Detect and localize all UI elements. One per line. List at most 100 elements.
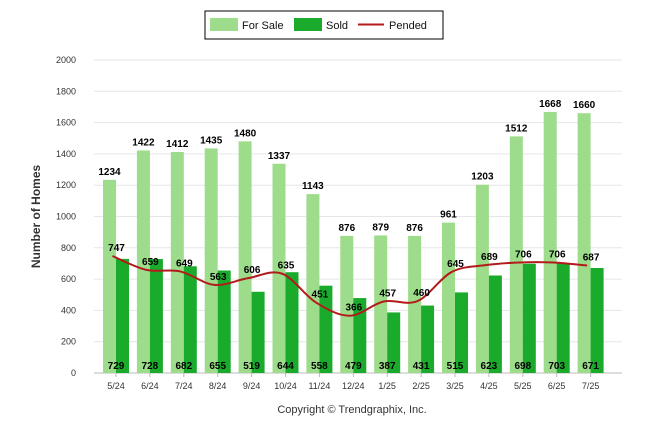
legend-box [204, 10, 444, 40]
label-for-sale: 1660 [573, 100, 596, 111]
label-pended: 563 [210, 272, 227, 283]
bar-sold [183, 266, 197, 373]
bar-sold [251, 291, 265, 373]
label-for-sale: 1435 [200, 135, 223, 146]
y-tick-label: 600 [61, 274, 76, 284]
bar-sold [387, 312, 401, 373]
bars [103, 111, 604, 374]
x-tick-label: 7/25 [582, 381, 600, 391]
x-tick-label: 7/24 [175, 381, 193, 391]
bar-for-sale [374, 235, 388, 373]
label-for-sale: 876 [338, 223, 355, 234]
bar-sold [353, 298, 367, 373]
bar-for-sale [475, 184, 489, 373]
label-sold: 558 [311, 361, 328, 372]
label-sold: 698 [514, 361, 531, 372]
label-sold: 515 [447, 361, 464, 372]
bar-sold [455, 292, 468, 373]
bar-sold [522, 263, 536, 373]
label-for-sale: 1337 [268, 151, 291, 162]
label-pended: 645 [447, 259, 464, 270]
label-sold: 703 [548, 361, 565, 372]
bar-for-sale [340, 235, 354, 373]
label-for-sale: 961 [440, 210, 457, 221]
bar-for-sale [577, 113, 591, 374]
label-pended: 659 [142, 257, 159, 268]
x-tick-label: 11/24 [308, 381, 330, 391]
bar-for-sale [204, 148, 218, 373]
label-for-sale: 1234 [98, 167, 121, 178]
label-sold: 387 [379, 361, 396, 372]
label-for-sale: 1422 [132, 137, 155, 148]
y-tick-label: 200 [61, 337, 76, 347]
bar-sold [116, 258, 129, 373]
label-for-sale: 1480 [234, 128, 257, 139]
legend: For Sale Sold Pended [204, 10, 444, 40]
pended-line [112, 255, 588, 317]
bar-sold [556, 262, 570, 373]
label-sold: 431 [413, 361, 430, 372]
label-for-sale: 1512 [505, 123, 528, 134]
bar-for-sale [136, 150, 150, 373]
label-sold: 623 [481, 361, 498, 372]
label-for-sale: 879 [372, 222, 389, 233]
x-tick-label: 6/25 [548, 381, 566, 391]
label-pended: 457 [379, 288, 396, 299]
bar-for-sale [103, 179, 116, 373]
label-pended: 635 [278, 261, 295, 272]
label-sold: 728 [142, 361, 159, 372]
x-tick-label: 5/25 [514, 381, 532, 391]
x-tick-label: 1/25 [378, 381, 396, 391]
label-sold: 644 [277, 361, 294, 372]
x-tick-label: 5/24 [107, 381, 125, 391]
y-axis-ticks: 0 200 400 600 800 1000 1200 1400 1600 1800 2000 [56, 55, 76, 378]
label-pended: 706 [549, 250, 566, 261]
bar-for-sale [272, 163, 286, 373]
label-sold: 479 [345, 361, 362, 372]
bar-sold [488, 275, 502, 373]
label-pended: 451 [312, 289, 329, 300]
legend-label-pended: Pended [389, 20, 427, 32]
y-tick-label: 1200 [56, 180, 76, 190]
label-sold: 729 [108, 361, 125, 372]
copyright-footer: Copyright © Trendgraphix, Inc. [277, 404, 426, 416]
y-tick-label: 400 [61, 305, 76, 315]
label-for-sale: 1143 [302, 181, 324, 192]
bar-for-sale [509, 136, 523, 373]
legend-label-sold: Sold [326, 20, 348, 32]
label-sold: 655 [209, 361, 226, 372]
legend-label-for-sale: For Sale [242, 20, 284, 32]
x-tick-label: 6/24 [141, 381, 159, 391]
legend-swatch-sold [294, 18, 322, 31]
y-tick-label: 1000 [56, 212, 76, 222]
label-sold: 682 [175, 361, 192, 372]
legend-swatch-for-sale [210, 18, 238, 31]
label-pended: 366 [345, 303, 362, 314]
x-tick-label: 3/25 [446, 381, 464, 391]
bar-sold [590, 267, 604, 373]
y-tick-label: 800 [61, 243, 76, 253]
pended-line-group [112, 255, 588, 317]
data-labels: 1234 729 1422 728 1412 682 1435 655 1480 519 1337 6… [98, 99, 600, 372]
bar-sold [149, 259, 163, 373]
label-pended: 460 [413, 288, 430, 299]
x-tick-label: 8/24 [209, 381, 227, 391]
x-tick-label: 4/25 [480, 381, 498, 391]
y-tick-label: 1400 [56, 149, 76, 159]
bar-for-sale [306, 194, 320, 373]
bar-for-sale [170, 152, 184, 373]
label-pended: 689 [481, 252, 498, 263]
label-sold: 519 [243, 361, 260, 372]
label-sold: 671 [582, 361, 599, 372]
x-tick-label: 9/24 [243, 381, 261, 391]
y-tick-label: 2000 [56, 55, 76, 65]
y-axis-label: Number of Homes [29, 165, 43, 269]
label-for-sale: 1412 [166, 139, 189, 150]
x-tick-label: 10/24 [274, 381, 297, 391]
label-for-sale: 876 [406, 223, 423, 234]
label-for-sale: 1203 [471, 172, 494, 183]
bar-sold [421, 305, 435, 373]
label-pended: 687 [583, 252, 600, 263]
bar-for-sale [543, 111, 557, 373]
